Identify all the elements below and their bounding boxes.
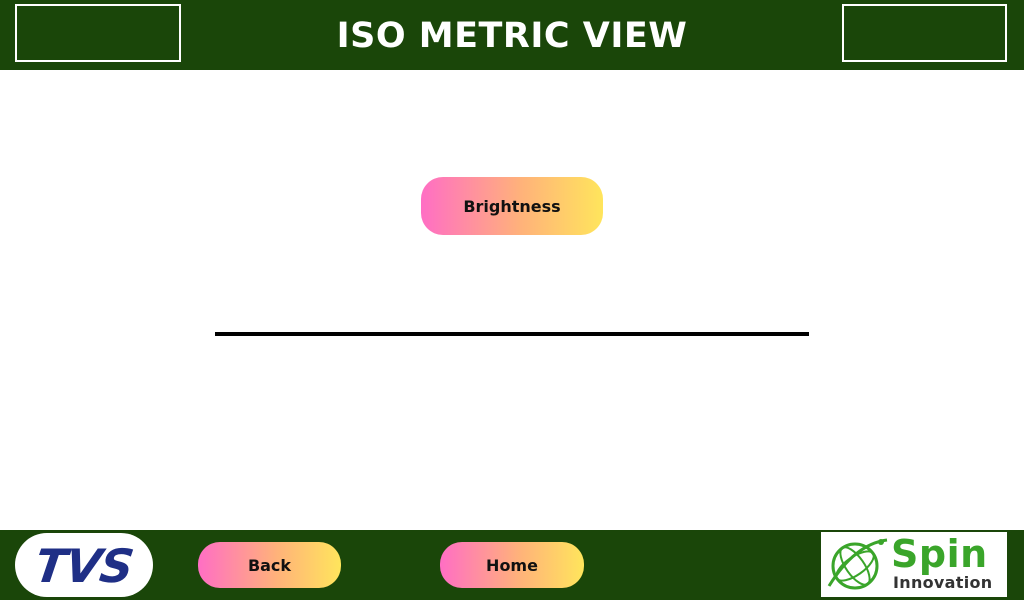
spin-innovation-logo: Spin Innovation [821,532,1007,597]
header-bar: ISO METRIC VIEW [0,0,1024,70]
home-button-label: Home [486,555,538,575]
back-button-label: Back [247,555,292,575]
header-left-button[interactable] [15,4,181,62]
tvs-logo: TVS [15,533,153,597]
globe-orbit-icon [827,538,888,590]
back-button[interactable]: Back [198,542,341,588]
brightness-button[interactable]: Brightness [421,177,603,235]
brightness-slider[interactable] [215,332,809,336]
header-right-button[interactable] [842,4,1007,62]
spin-logo-word: Spin [891,532,988,576]
innovation-logo-word: Innovation [893,573,993,592]
footer-bar: TVS Back Home Spin Innovation [0,530,1024,600]
tvs-logo-text: TVS [31,539,137,593]
home-button[interactable]: Home [440,542,584,588]
brightness-button-label: Brightness [463,196,561,216]
page-title: ISO METRIC VIEW [336,16,688,56]
